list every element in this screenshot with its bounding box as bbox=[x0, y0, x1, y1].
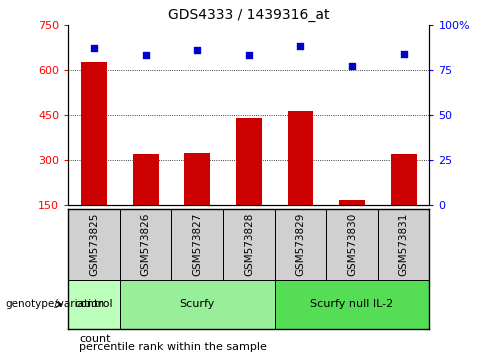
Bar bbox=[326, 209, 378, 280]
Point bbox=[193, 47, 201, 53]
Bar bbox=[171, 209, 223, 280]
Point bbox=[400, 51, 407, 57]
Bar bbox=[68, 280, 120, 329]
Text: GSM573829: GSM573829 bbox=[295, 212, 305, 276]
Text: GSM573830: GSM573830 bbox=[347, 213, 357, 276]
Bar bbox=[120, 209, 171, 280]
Point bbox=[90, 45, 98, 51]
Bar bbox=[378, 209, 429, 280]
Point bbox=[245, 53, 253, 58]
Bar bbox=[287, 110, 313, 205]
Bar bbox=[339, 200, 365, 205]
Point bbox=[297, 44, 305, 49]
Point bbox=[142, 53, 150, 58]
Bar bbox=[68, 209, 120, 280]
Bar bbox=[81, 62, 107, 205]
Text: GSM573828: GSM573828 bbox=[244, 212, 254, 276]
Text: Scurfy: Scurfy bbox=[180, 299, 215, 309]
Text: percentile rank within the sample: percentile rank within the sample bbox=[79, 342, 267, 352]
Point bbox=[348, 63, 356, 69]
Text: GSM573827: GSM573827 bbox=[192, 212, 203, 276]
Bar bbox=[391, 154, 417, 205]
Text: Scurfy null IL-2: Scurfy null IL-2 bbox=[310, 299, 394, 309]
Bar bbox=[120, 280, 275, 329]
Bar bbox=[275, 280, 429, 329]
Bar bbox=[223, 209, 275, 280]
Title: GDS4333 / 1439316_at: GDS4333 / 1439316_at bbox=[168, 8, 329, 22]
Bar bbox=[184, 153, 210, 205]
Text: GSM573825: GSM573825 bbox=[89, 212, 99, 276]
Bar bbox=[133, 154, 159, 205]
Bar bbox=[275, 209, 326, 280]
Text: count: count bbox=[79, 334, 111, 344]
Text: GSM573826: GSM573826 bbox=[141, 212, 151, 276]
Text: genotype/variation: genotype/variation bbox=[5, 299, 104, 309]
Text: GSM573831: GSM573831 bbox=[399, 212, 408, 276]
Bar bbox=[236, 118, 262, 205]
Text: control: control bbox=[75, 299, 113, 309]
